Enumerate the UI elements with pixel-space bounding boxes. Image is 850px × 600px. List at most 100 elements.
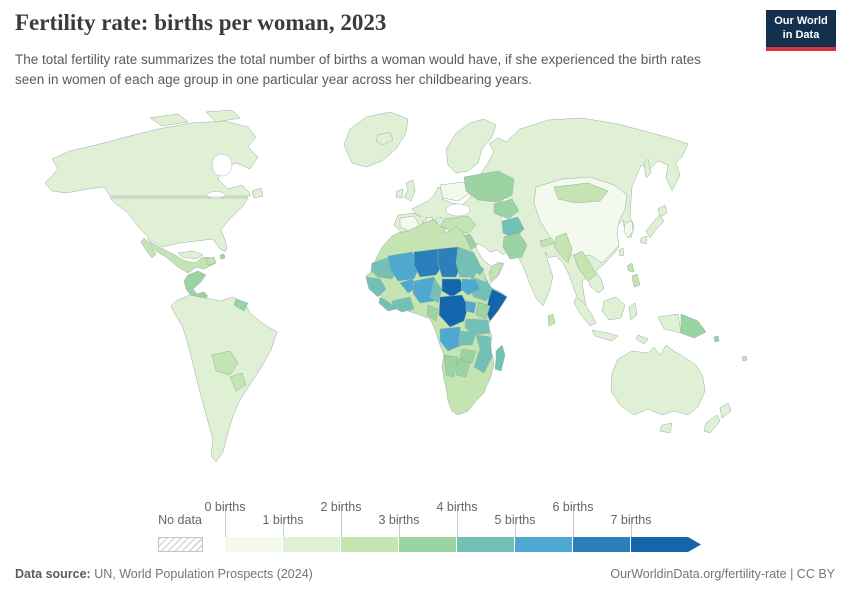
legend-tick-label: 5 births: [494, 513, 536, 527]
legend-tick-label: 1 births: [262, 513, 304, 527]
legend-bin-4-5[interactable]: [457, 537, 515, 552]
region-gabon-congo[interactable]: [426, 304, 439, 322]
region-caribbean-island[interactable]: [219, 253, 226, 260]
world-map: [44, 109, 748, 463]
region-drc[interactable]: [438, 294, 469, 328]
region-kenya[interactable]: [475, 301, 491, 320]
footer-separator: |: [786, 567, 797, 581]
region-newfoundland[interactable]: [251, 187, 264, 199]
legend-bin-7+[interactable]: [631, 537, 689, 552]
region-cuba[interactable]: [177, 250, 204, 260]
legend-no-data-label: No data: [158, 513, 202, 527]
region-borneo[interactable]: [601, 296, 626, 321]
region-south-america[interactable]: [170, 294, 278, 463]
region-fiji[interactable]: [741, 355, 748, 362]
region-new-zealand-north[interactable]: [719, 402, 732, 419]
region-iceland[interactable]: [375, 131, 394, 146]
legend-bin-1-2[interactable]: [283, 537, 341, 552]
region-south-sudan[interactable]: [460, 278, 481, 296]
region-baja-california[interactable]: [140, 237, 157, 259]
region-papua-new-guinea[interactable]: [680, 313, 707, 339]
region-canada[interactable]: [44, 120, 259, 197]
region-new-zealand-south[interactable]: [703, 414, 721, 434]
region-west-papua[interactable]: [657, 313, 682, 334]
region-namibia[interactable]: [443, 354, 459, 378]
legend-tick-label: 6 births: [552, 500, 594, 514]
region-sri-lanka[interactable]: [547, 313, 556, 327]
region-cameroon[interactable]: [429, 278, 443, 304]
legend-bin-5-6[interactable]: [515, 537, 573, 552]
region-taiwan[interactable]: [618, 247, 625, 257]
footer-license[interactable]: CC BY: [796, 567, 835, 581]
region-sierra-leone-liberia[interactable]: [378, 296, 397, 312]
legend-bin-3-4[interactable]: [399, 537, 457, 552]
region-uganda[interactable]: [465, 300, 477, 314]
region-central-america[interactable]: [183, 270, 209, 302]
region-ukraine[interactable]: [439, 181, 470, 202]
region-sulawesi[interactable]: [628, 302, 638, 321]
hudson-bay: [211, 153, 233, 177]
legend-tick: [399, 518, 400, 537]
footer-source-label: Data source:: [15, 567, 91, 581]
region-mongolia[interactable]: [553, 182, 609, 204]
region-madagascar[interactable]: [494, 344, 506, 372]
region-tanzania[interactable]: [464, 318, 491, 336]
region-senegal-guinea[interactable]: [365, 276, 387, 298]
region-mozambique[interactable]: [473, 334, 493, 374]
region-usa[interactable]: [109, 197, 249, 253]
legend-arrow: [688, 537, 701, 552]
owid-logo[interactable]: Our World in Data: [766, 10, 836, 51]
region-sumatra[interactable]: [573, 296, 597, 327]
region-mali[interactable]: [387, 251, 421, 282]
legend-tick-label: 3 births: [378, 513, 420, 527]
region-mexico[interactable]: [146, 237, 215, 274]
region-australia[interactable]: [610, 344, 706, 416]
region-paraguay[interactable]: [229, 372, 247, 392]
legend-bin-0-1[interactable]: [225, 537, 283, 552]
region-angola[interactable]: [439, 326, 463, 352]
region-united-kingdom[interactable]: [403, 179, 416, 202]
region-central-asia[interactable]: [493, 198, 520, 220]
region-greenland[interactable]: [343, 111, 409, 168]
region-ireland[interactable]: [395, 188, 404, 199]
region-eritrea[interactable]: [472, 260, 485, 276]
region-central-african-republic[interactable]: [441, 278, 465, 298]
region-botswana[interactable]: [455, 358, 471, 378]
legend-tick: [225, 505, 226, 537]
region-zambia[interactable]: [457, 330, 477, 346]
legend-tick: [341, 505, 342, 537]
footer-url[interactable]: OurWorldinData.org/fertility-rate: [610, 567, 787, 581]
great-lakes: [206, 191, 226, 199]
region-philippines[interactable]: [631, 273, 641, 288]
region-laos-cambodia[interactable]: [573, 250, 597, 282]
region-hispaniola[interactable]: [205, 256, 217, 266]
legend-bin-6-7[interactable]: [573, 537, 631, 552]
region-korea[interactable]: [623, 220, 634, 239]
region-cote-divoire-ghana[interactable]: [391, 296, 415, 313]
region-arctic-island[interactable]: [205, 109, 241, 123]
region-philippines[interactable]: [626, 262, 635, 273]
region-timor[interactable]: [635, 334, 649, 345]
region-japan-hokkaido[interactable]: [657, 204, 668, 218]
region-oman[interactable]: [488, 262, 504, 282]
legend-bin-2-3[interactable]: [341, 537, 399, 552]
legend-tick: [515, 518, 516, 537]
region-guyanas[interactable]: [233, 298, 249, 312]
region-tasmania[interactable]: [659, 422, 673, 434]
region-sakhalin[interactable]: [643, 158, 652, 179]
region-japan-honshu[interactable]: [645, 214, 665, 239]
region-java[interactable]: [591, 329, 619, 342]
region-solomon-islands[interactable]: [713, 335, 720, 343]
legend-tick: [573, 505, 574, 537]
region-somalia[interactable]: [485, 288, 508, 322]
region-scandinavia[interactable]: [445, 118, 497, 174]
region-turkey[interactable]: [440, 215, 477, 234]
region-kazakhstan[interactable]: [463, 170, 515, 203]
region-bolivia[interactable]: [211, 350, 239, 376]
region-myanmar[interactable]: [553, 232, 573, 264]
region-arctic-island[interactable]: [149, 113, 189, 127]
region-japan-kyushu[interactable]: [639, 235, 648, 245]
legend-no-data-swatch[interactable]: [158, 537, 203, 552]
region-pakistan[interactable]: [502, 232, 528, 260]
region-zimbabwe[interactable]: [459, 348, 477, 364]
